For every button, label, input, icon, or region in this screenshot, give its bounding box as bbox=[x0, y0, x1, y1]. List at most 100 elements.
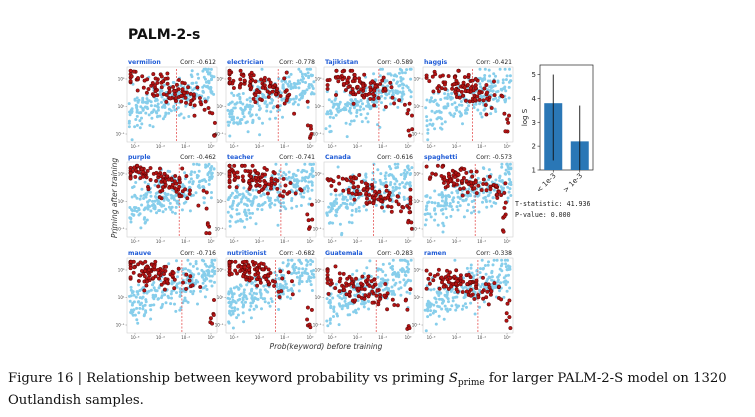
x-tick-label: 10⁰ bbox=[504, 335, 511, 340]
background-point bbox=[402, 83, 406, 87]
background-point bbox=[453, 112, 457, 116]
sample-point bbox=[351, 185, 356, 190]
background-point bbox=[212, 266, 216, 269]
sample-point bbox=[277, 295, 282, 300]
background-point bbox=[496, 275, 500, 279]
background-point bbox=[190, 75, 194, 79]
background-point bbox=[299, 274, 302, 278]
background-point bbox=[304, 81, 307, 84]
background-point bbox=[334, 90, 338, 94]
sample-point bbox=[182, 91, 187, 95]
y-tick-label: 10³ bbox=[315, 268, 322, 273]
sample-point bbox=[132, 265, 137, 270]
background-point bbox=[286, 295, 289, 299]
background-point bbox=[242, 291, 246, 294]
background-point bbox=[332, 104, 336, 108]
background-point bbox=[425, 194, 429, 198]
sample-point bbox=[427, 79, 432, 84]
background-point bbox=[438, 291, 442, 295]
sample-point bbox=[372, 196, 377, 201]
background-point bbox=[494, 286, 498, 289]
sample-point bbox=[275, 86, 280, 91]
panel-title: nutritionist bbox=[227, 250, 266, 257]
background-point bbox=[228, 115, 232, 119]
sample-point bbox=[492, 79, 496, 84]
background-point bbox=[232, 286, 236, 290]
background-point bbox=[231, 191, 234, 195]
sample-point bbox=[177, 184, 182, 189]
sample-point bbox=[481, 275, 485, 280]
sample-point bbox=[352, 72, 357, 77]
panel-title: Tajikistan bbox=[325, 59, 358, 66]
background-point bbox=[157, 286, 161, 290]
background-point bbox=[156, 114, 160, 118]
background-point bbox=[153, 204, 157, 208]
sample-point bbox=[136, 170, 141, 175]
background-point bbox=[133, 125, 137, 129]
background-point bbox=[508, 286, 512, 290]
background-point bbox=[357, 307, 360, 311]
background-point bbox=[507, 96, 511, 100]
background-point bbox=[160, 290, 164, 294]
background-point bbox=[142, 193, 146, 197]
background-point bbox=[152, 286, 156, 290]
sample-point bbox=[334, 93, 338, 97]
background-point bbox=[242, 304, 245, 308]
sample-point bbox=[382, 293, 387, 298]
sample-point bbox=[386, 204, 391, 209]
sample-point bbox=[407, 133, 412, 138]
background-point bbox=[248, 211, 252, 215]
sample-point bbox=[164, 99, 169, 104]
sample-point bbox=[461, 279, 466, 284]
background-point bbox=[433, 111, 437, 115]
background-point bbox=[336, 109, 340, 113]
background-point bbox=[494, 110, 498, 113]
background-point bbox=[482, 108, 486, 112]
background-point bbox=[504, 265, 508, 269]
background-point bbox=[408, 88, 411, 92]
background-point bbox=[251, 121, 255, 125]
sample-point bbox=[151, 93, 156, 98]
x-tick-label: 10⁻⁴ bbox=[353, 144, 362, 149]
sample-point bbox=[164, 264, 169, 269]
panel-corr: Corr: -0.589 bbox=[377, 59, 413, 66]
background-point bbox=[426, 309, 430, 313]
background-point bbox=[384, 171, 388, 175]
background-point bbox=[455, 108, 459, 112]
panel-title: mauve bbox=[128, 250, 151, 257]
background-point bbox=[282, 171, 286, 175]
background-point bbox=[499, 264, 503, 268]
background-point bbox=[450, 191, 454, 195]
background-point bbox=[261, 121, 264, 125]
background-point bbox=[137, 283, 141, 287]
sample-point bbox=[135, 88, 140, 93]
sample-point bbox=[203, 99, 208, 104]
background-point bbox=[502, 295, 506, 299]
y-tick-label: 10⁻¹ bbox=[116, 132, 125, 137]
background-point bbox=[327, 221, 331, 225]
sample-point bbox=[349, 281, 354, 285]
background-point bbox=[334, 193, 338, 197]
sample-point bbox=[433, 172, 438, 177]
sample-point bbox=[443, 87, 448, 92]
background-point bbox=[306, 105, 310, 109]
background-point bbox=[408, 67, 412, 71]
background-point bbox=[325, 90, 329, 94]
background-point bbox=[431, 311, 435, 315]
sample-point bbox=[145, 168, 150, 173]
background-point bbox=[446, 297, 450, 301]
background-point bbox=[186, 300, 190, 304]
sample-point bbox=[355, 188, 359, 193]
sample-point bbox=[281, 189, 286, 194]
background-point bbox=[173, 211, 177, 215]
sample-point bbox=[481, 177, 486, 182]
background-point bbox=[482, 300, 486, 304]
background-point bbox=[232, 121, 236, 124]
background-point bbox=[228, 205, 232, 209]
background-point bbox=[360, 302, 364, 306]
sample-point bbox=[192, 103, 197, 108]
background-point bbox=[451, 208, 454, 212]
background-point bbox=[228, 112, 232, 116]
